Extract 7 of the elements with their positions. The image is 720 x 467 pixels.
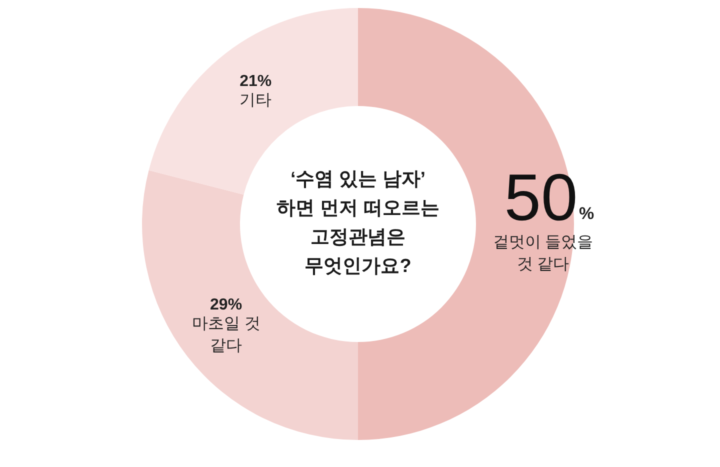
data-label: 21%: [240, 73, 272, 90]
text: ‘수염 있는 남자’ 하면 먼저 떠오르는 고정관념은 무엇인가요?: [276, 169, 440, 277]
slice-label: 기타: [240, 92, 272, 110]
data-label: 29%: [210, 296, 242, 314]
slice-label: 마초일 것 같다: [192, 315, 260, 354]
data-label: 50%: [504, 160, 594, 234]
slice-label: 겉멋이 들었을 것 같다: [492, 234, 594, 273]
